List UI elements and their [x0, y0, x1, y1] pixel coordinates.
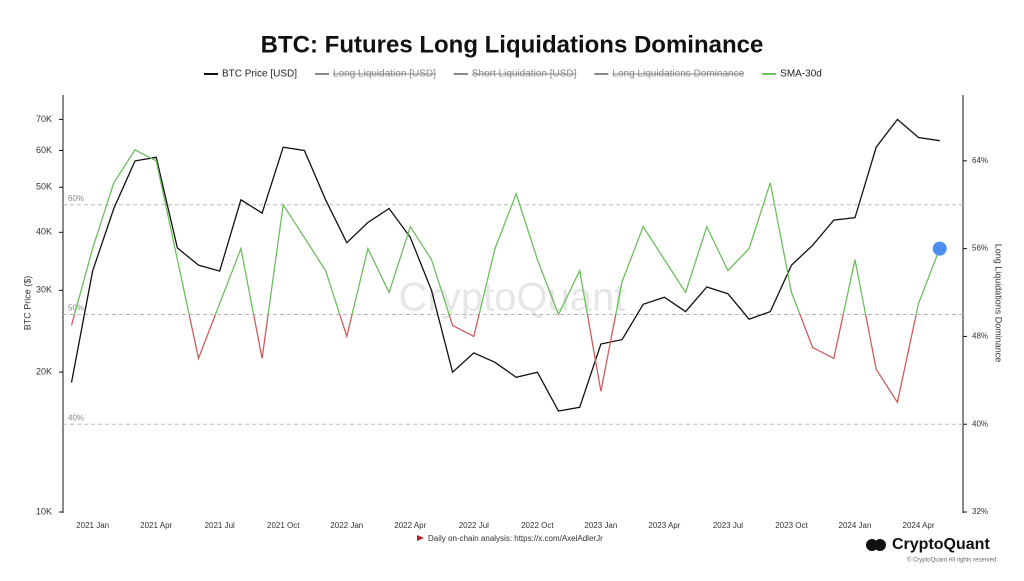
legend-label: BTC Price [USD] [222, 69, 297, 80]
reference-label: 60% [68, 194, 84, 203]
legend-label: Short Liquidation [USD] [472, 69, 577, 80]
x-tick-label: 2024 Apr [903, 521, 935, 530]
brand-logo [874, 539, 886, 551]
footnote: Daily on-chain analysis: https://x.com/A… [428, 534, 603, 543]
x-tick-label: 2021 Apr [140, 521, 172, 530]
y-tick-label: 70K [36, 114, 52, 124]
x-tick-label: 2021 Oct [267, 521, 300, 530]
legend-label: Long Liquidation [USD] [333, 69, 436, 80]
y2-tick-label: 56% [972, 244, 988, 253]
y-tick-label: 60K [36, 145, 52, 155]
y2-tick-label: 40% [972, 419, 988, 428]
series-line [70, 149, 941, 404]
y-tick-label: 20K [36, 367, 52, 377]
legend-label: SMA-30d [780, 69, 822, 80]
y-tick-label: 40K [36, 227, 52, 237]
y2-axis-label: Long Liquidations Dominance [994, 244, 1004, 363]
x-tick-label: 2024 Jan [839, 521, 872, 530]
last-value-marker [932, 241, 947, 256]
y-tick-label: 30K [36, 285, 52, 295]
chart-title: BTC: Futures Long Liquidations Dominance [261, 31, 764, 58]
brand: CryptoQuant [892, 536, 990, 553]
x-tick-label: 2021 Jan [76, 521, 109, 530]
y2-tick-label: 32% [972, 507, 988, 516]
x-tick-label: 2022 Jan [330, 521, 363, 530]
x-tick-label: 2023 Jul [713, 521, 743, 530]
y2-tick-label: 64% [972, 156, 988, 165]
y2-tick-label: 48% [972, 332, 988, 341]
y-tick-label: 10K [36, 506, 52, 516]
copyright: © CryptoQuant All rights reserved. [907, 557, 998, 564]
x-tick-label: 2022 Jul [459, 521, 489, 530]
x-tick-label: 2023 Oct [775, 521, 808, 530]
footnote-icon [417, 535, 424, 541]
legend-label: Long Liquidations Dominance [612, 69, 744, 80]
x-tick-label: 2022 Oct [521, 521, 554, 530]
series-line [70, 118, 940, 412]
x-tick-label: 2022 Apr [394, 521, 426, 530]
x-tick-label: 2023 Jan [584, 521, 617, 530]
reference-label: 40% [68, 413, 84, 422]
y-tick-label: 50K [36, 182, 52, 192]
y-axis-label: BTC Price ($) [22, 276, 32, 331]
x-tick-label: 2023 Apr [648, 521, 680, 530]
watermark: CryptoQuant [399, 276, 626, 320]
x-tick-label: 2021 Jul [205, 521, 235, 530]
